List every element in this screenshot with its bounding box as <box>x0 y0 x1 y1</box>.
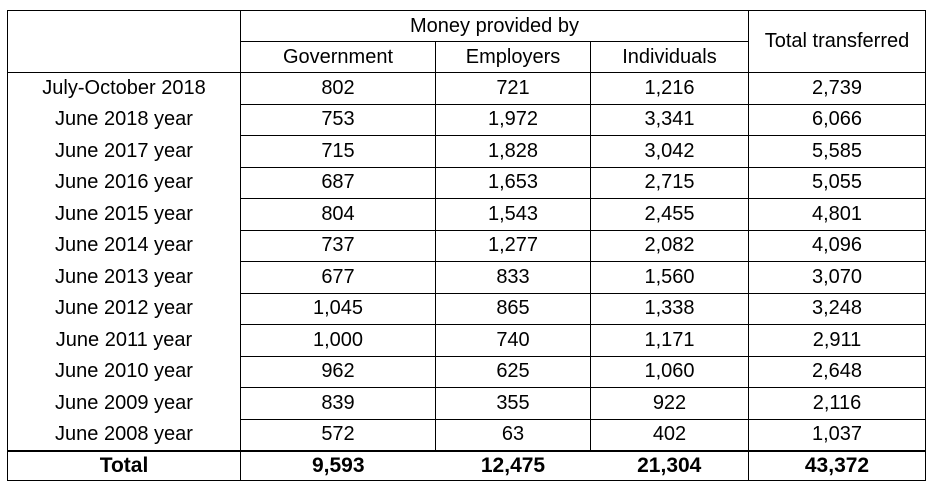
column-header-total-transferred: Total transferred <box>748 10 926 73</box>
individuals-value: 2,455 <box>590 198 749 231</box>
employers-value: 1,972 <box>435 103 591 136</box>
table-row: June 2015 year 804 1,543 2,455 4,801 <box>7 198 926 231</box>
table-row: June 2009 year 839 355 922 2,116 <box>7 387 926 420</box>
row-label: June 2014 year <box>7 230 241 262</box>
table-row: June 2010 year 962 625 1,060 2,648 <box>7 355 926 388</box>
individuals-value: 1,171 <box>590 324 749 357</box>
individuals-value: 2,715 <box>590 166 749 199</box>
row-label: June 2010 year <box>7 356 241 388</box>
money-transfer-table: Money provided by Total transferred Gove… <box>7 10 926 481</box>
government-value: 677 <box>240 261 436 294</box>
government-value: 715 <box>240 135 436 168</box>
column-header-individuals: Individuals <box>590 41 749 73</box>
employers-value: 865 <box>435 292 591 325</box>
row-label: June 2012 year <box>7 293 241 325</box>
individuals-value: 402 <box>590 418 749 451</box>
employers-value: 63 <box>435 418 591 451</box>
individuals-value: 1,060 <box>590 355 749 388</box>
government-value: 687 <box>240 166 436 199</box>
row-label: June 2013 year <box>7 261 241 293</box>
government-value: 839 <box>240 387 436 420</box>
table-row: June 2018 year 753 1,972 3,341 6,066 <box>7 103 926 136</box>
total-row-label: Total <box>7 449 241 481</box>
individuals-value: 1,560 <box>590 261 749 294</box>
total-transferred-value: 5,055 <box>748 166 926 199</box>
government-value: 1,045 <box>240 292 436 325</box>
row-label: June 2018 year <box>7 104 241 136</box>
employers-value: 833 <box>435 261 591 294</box>
column-header-government: Government <box>240 41 436 73</box>
government-value: 753 <box>240 103 436 136</box>
column-header-employers: Employers <box>435 41 591 73</box>
table-row: June 2012 year 1,045 865 1,338 3,248 <box>7 292 926 325</box>
corner-cell <box>7 10 241 73</box>
government-value: 802 <box>240 72 436 105</box>
total-transferred-value: 2,739 <box>748 72 926 105</box>
total-row: Total 9,593 12,475 21,304 43,372 <box>7 449 926 481</box>
total-government: 9,593 <box>240 449 436 481</box>
total-transferred-value: 6,066 <box>748 103 926 136</box>
row-label: June 2009 year <box>7 387 241 419</box>
row-label: June 2017 year <box>7 135 241 167</box>
government-value: 737 <box>240 229 436 262</box>
government-value: 572 <box>240 418 436 451</box>
total-transferred-value: 2,648 <box>748 355 926 388</box>
total-transferred-value: 3,248 <box>748 292 926 325</box>
government-value: 1,000 <box>240 324 436 357</box>
employers-value: 1,543 <box>435 198 591 231</box>
total-transferred-value: 2,116 <box>748 387 926 420</box>
employers-value: 625 <box>435 355 591 388</box>
table-row: June 2016 year 687 1,653 2,715 5,055 <box>7 166 926 199</box>
employers-value: 721 <box>435 72 591 105</box>
total-transferred-value: 5,585 <box>748 135 926 168</box>
row-label: July-October 2018 <box>7 72 241 104</box>
table-row: June 2013 year 677 833 1,560 3,070 <box>7 261 926 294</box>
employers-value: 1,277 <box>435 229 591 262</box>
employers-value: 1,653 <box>435 166 591 199</box>
table-row: June 2017 year 715 1,828 3,042 5,585 <box>7 135 926 168</box>
total-transferred-value: 1,037 <box>748 418 926 451</box>
total-transferred-value: 4,801 <box>748 198 926 231</box>
table-row: June 2011 year 1,000 740 1,171 2,911 <box>7 324 926 357</box>
group-header-money-provided: Money provided by <box>240 10 749 42</box>
row-label: June 2008 year <box>7 419 241 451</box>
individuals-value: 1,338 <box>590 292 749 325</box>
row-label: June 2015 year <box>7 198 241 230</box>
individuals-value: 3,042 <box>590 135 749 168</box>
table-row: July-October 2018 802 721 1,216 2,739 <box>7 72 926 105</box>
row-label: June 2016 year <box>7 167 241 199</box>
table-row: June 2008 year 572 63 402 1,037 <box>7 418 926 451</box>
employers-value: 1,828 <box>435 135 591 168</box>
total-individuals: 21,304 <box>590 449 749 481</box>
individuals-value: 3,341 <box>590 103 749 136</box>
total-transferred-value: 4,096 <box>748 229 926 262</box>
individuals-value: 2,082 <box>590 229 749 262</box>
total-transferred-value: 2,911 <box>748 324 926 357</box>
individuals-value: 922 <box>590 387 749 420</box>
total-transferred-value: 3,070 <box>748 261 926 294</box>
individuals-value: 1,216 <box>590 72 749 105</box>
government-value: 804 <box>240 198 436 231</box>
total-employers: 12,475 <box>435 449 591 481</box>
row-label: June 2011 year <box>7 324 241 356</box>
table-row: June 2014 year 737 1,277 2,082 4,096 <box>7 229 926 262</box>
government-value: 962 <box>240 355 436 388</box>
employers-value: 355 <box>435 387 591 420</box>
total-transferred-sum: 43,372 <box>748 449 926 481</box>
employers-value: 740 <box>435 324 591 357</box>
